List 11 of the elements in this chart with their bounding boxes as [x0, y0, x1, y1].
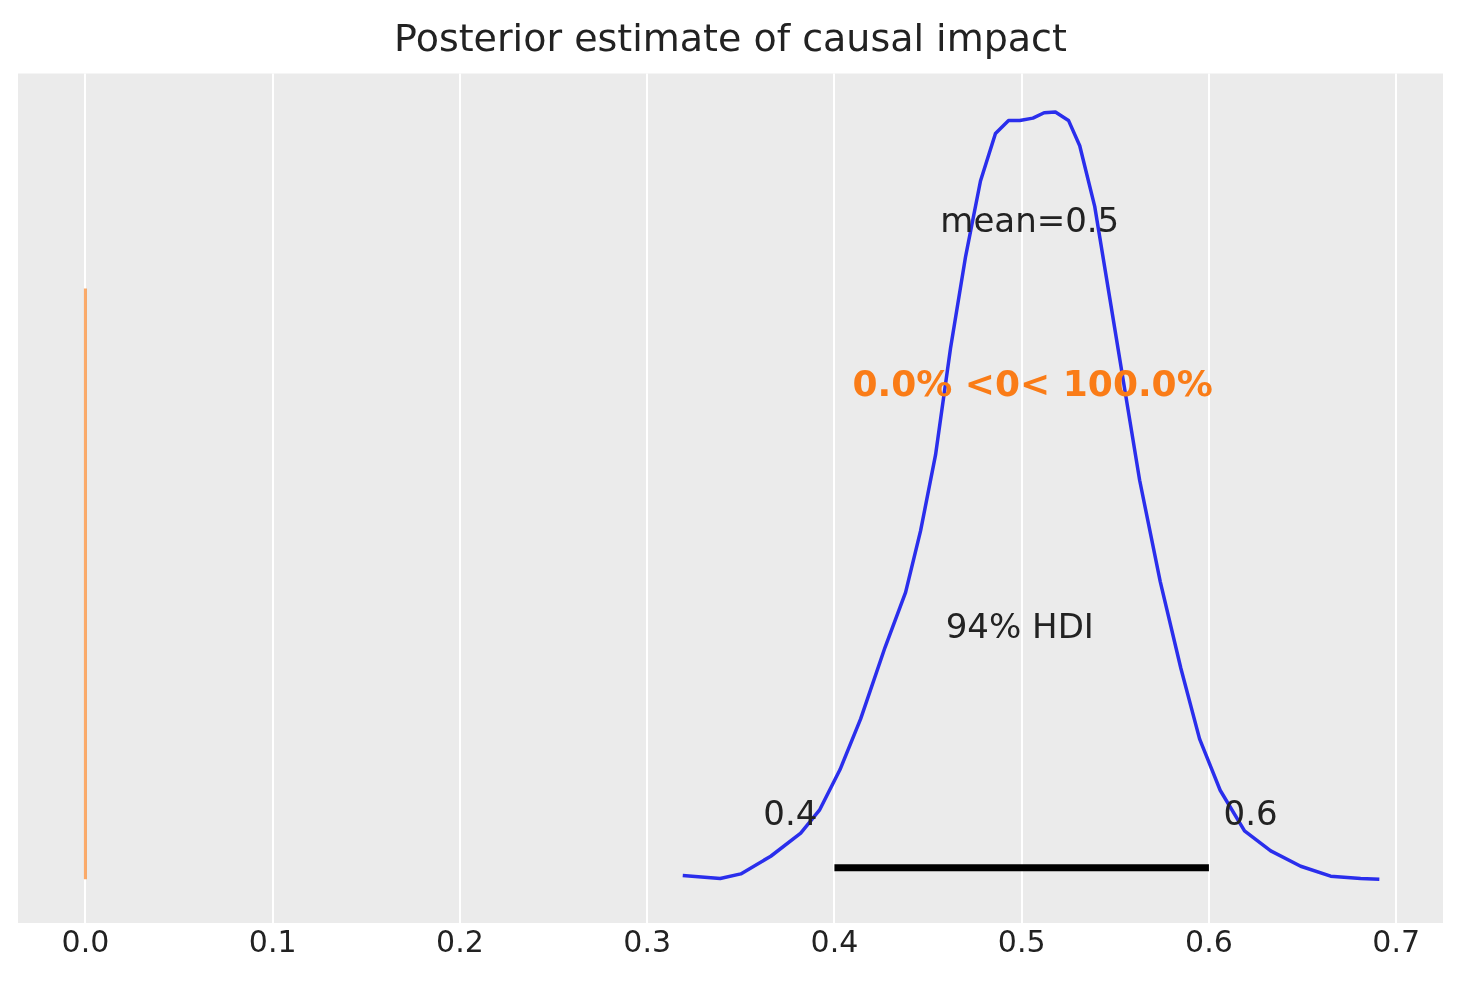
x-tick-label: 0.1: [248, 923, 297, 959]
x-tick-label: 0.0: [61, 923, 110, 959]
x-tick-label: 0.6: [1185, 923, 1233, 959]
x-tick-label: 0.4: [810, 923, 859, 959]
chart-title: Posterior estimate of causal impact: [394, 15, 1067, 60]
x-tick-label: 0.7: [1372, 923, 1421, 959]
annotation: 94% HDI: [945, 605, 1094, 646]
x-tick-label: 0.2: [436, 923, 484, 959]
x-tick-label: 0.3: [623, 923, 672, 959]
annotation: 0.4: [763, 792, 818, 833]
x-tick-label: 0.5: [997, 923, 1046, 959]
